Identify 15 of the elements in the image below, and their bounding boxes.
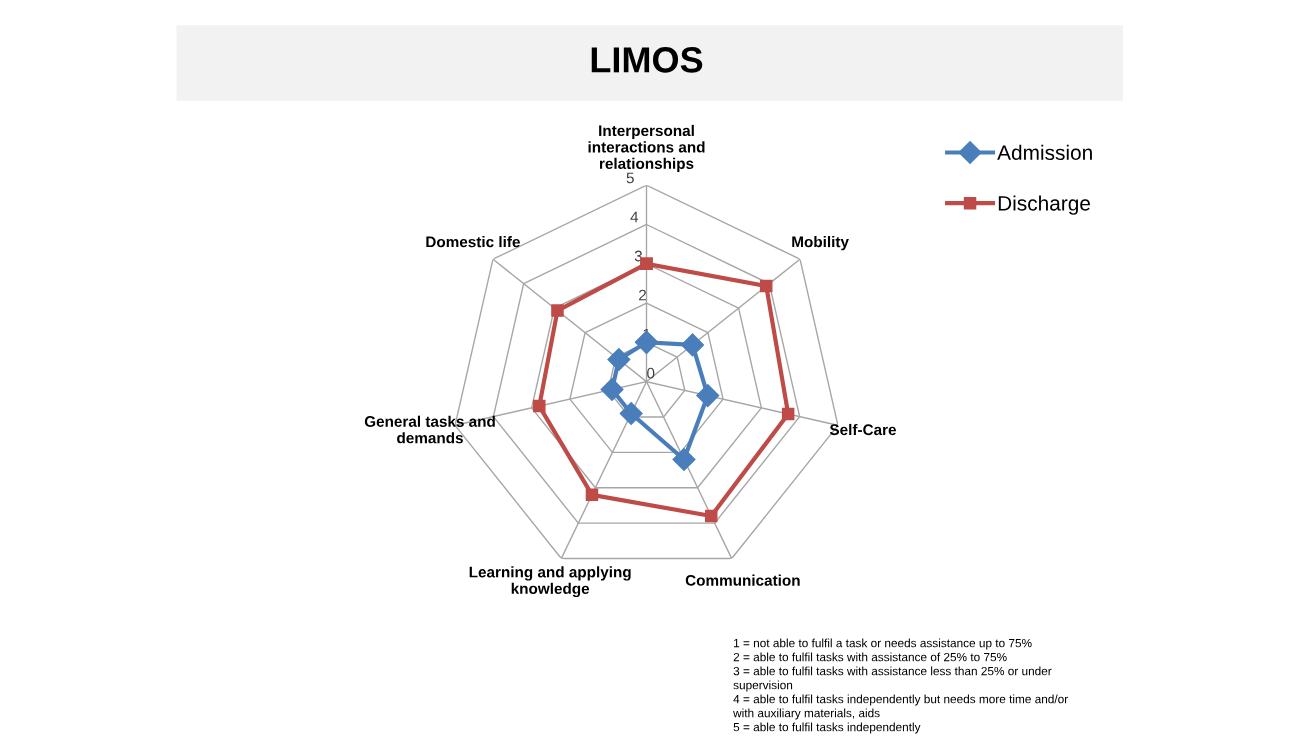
spoke-label: Learning and applying knowledge (469, 566, 631, 598)
text: 1 = not able to fulfil a task or needs assistance up to 75% 2 = able to fulfil tasks with assistance of 25% to 75% 3 = able to fulfil tasks with assistance less than 25% or under supervision 4 = able to fulfil tasks independently but needs more time and/or with auxiliary materials, aids 5 = able to fulfil tasks independently (733, 638, 1068, 734)
spoke-label: Mobility (792, 236, 849, 251)
legend-label: Admission (997, 144, 1092, 161)
spoke-label: Self-Care (829, 423, 897, 436)
spoke-label: Interpersonal interactions and relationships (588, 124, 705, 173)
y-tick-label: 4 (630, 211, 639, 223)
spoke-label: General tasks and demands (364, 415, 495, 444)
spoke-label: Domestic life (426, 236, 520, 248)
chart-title: LIMOS (591, 47, 703, 73)
y-tick-label: 0 (647, 367, 655, 379)
spoke-label: Communication (685, 574, 800, 586)
legend-label: Discharge (998, 195, 1090, 215)
y-tick-label: 5 (626, 172, 634, 184)
y-tick-label: 2 (639, 289, 647, 301)
